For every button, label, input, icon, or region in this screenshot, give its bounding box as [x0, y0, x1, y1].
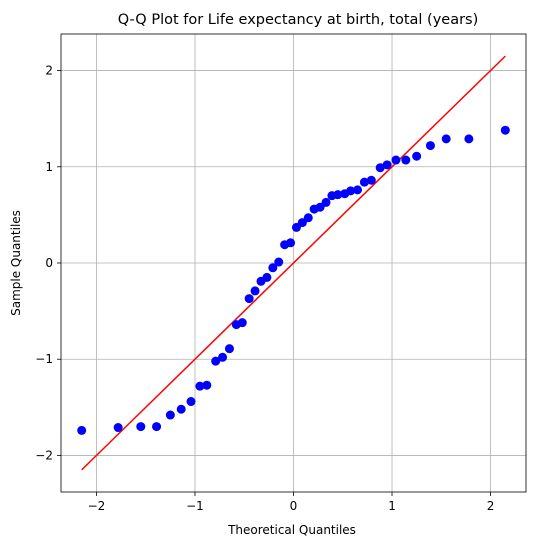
data-point	[268, 263, 278, 273]
x-axis-label: Theoretical Quantiles	[227, 523, 356, 537]
data-point	[113, 423, 123, 433]
y-tick-label: 2	[45, 64, 53, 78]
data-point	[464, 134, 474, 144]
data-point	[382, 160, 392, 170]
y-axis-ticks: −2 −1 0 1 2	[35, 64, 61, 462]
y-tick-label: 1	[45, 160, 53, 174]
x-axis-ticks: −2 −1 0 1 2	[88, 492, 495, 513]
data-point	[262, 272, 272, 282]
x-tick-label: −1	[186, 499, 204, 513]
data-point	[237, 318, 247, 328]
data-point	[286, 238, 296, 248]
data-point	[500, 125, 510, 135]
data-point	[195, 381, 205, 391]
data-point	[321, 197, 331, 207]
y-tick-label: −2	[35, 448, 53, 462]
data-points	[77, 125, 510, 435]
data-point	[211, 356, 221, 366]
data-point	[346, 186, 356, 196]
data-point	[274, 257, 284, 267]
chart-title: Q-Q Plot for Life expectancy at birth, t…	[118, 12, 479, 28]
data-point	[186, 397, 196, 407]
data-point	[375, 163, 385, 173]
data-point	[441, 134, 451, 144]
y-axis-label: Sample Quantiles	[9, 210, 23, 316]
y-tick-label: −1	[35, 352, 53, 366]
data-point	[412, 151, 422, 161]
data-point	[244, 294, 254, 304]
x-tick-label: 2	[487, 499, 495, 513]
grid-lines	[61, 34, 526, 492]
data-point	[353, 185, 363, 195]
x-tick-label: 0	[290, 499, 298, 513]
data-point	[152, 422, 162, 432]
data-point	[366, 175, 376, 185]
data-point	[359, 177, 369, 187]
reference-line-group	[81, 55, 506, 471]
data-point	[425, 141, 435, 151]
x-tick-label: 1	[388, 499, 396, 513]
reference-line	[81, 55, 506, 471]
data-point	[401, 155, 411, 165]
data-point	[202, 380, 212, 390]
data-point	[303, 213, 313, 223]
data-point	[391, 155, 401, 165]
data-point	[333, 190, 343, 200]
x-tick-label: −2	[88, 499, 106, 513]
data-point	[250, 286, 260, 296]
data-point	[77, 425, 87, 435]
data-point	[176, 404, 186, 414]
y-tick-label: 0	[45, 256, 53, 270]
data-point	[218, 352, 228, 362]
data-point	[165, 410, 175, 420]
data-point	[224, 344, 234, 354]
data-point	[136, 422, 146, 432]
